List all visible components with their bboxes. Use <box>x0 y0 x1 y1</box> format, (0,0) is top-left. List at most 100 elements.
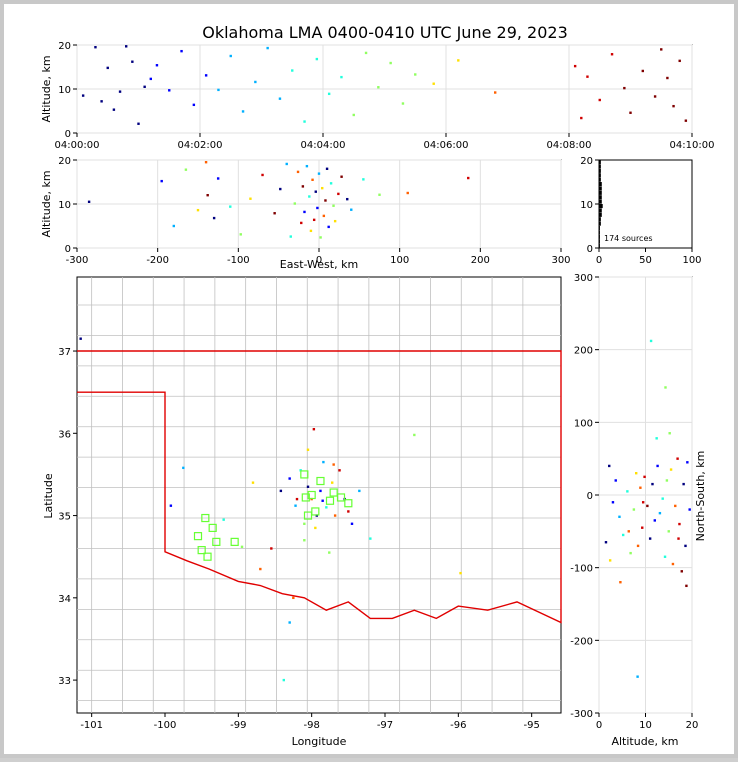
alt-ew-point <box>239 233 242 236</box>
lma-stations <box>193 470 353 561</box>
plan-view-point <box>319 489 322 493</box>
alt-time-point <box>598 98 601 102</box>
alt-ew-points <box>87 161 470 239</box>
plan-view-frame <box>76 276 562 714</box>
station-marker <box>311 507 320 516</box>
alt-hist-bar <box>599 234 600 239</box>
plan-view-point <box>315 514 318 517</box>
alt-ew-point <box>316 206 319 210</box>
alt-time-point <box>327 92 331 96</box>
ns-alt-ytick-label: -100 <box>570 564 593 575</box>
plan-view-point <box>303 522 306 525</box>
plan-view-point <box>322 460 325 464</box>
plan-view-point <box>312 427 316 431</box>
alt-ew-point <box>406 191 409 195</box>
ns-alt-point <box>608 464 611 468</box>
alt-time-xtick-label: 04:06:00 <box>424 140 469 151</box>
alt-time-point <box>610 53 614 56</box>
station-marker <box>307 490 316 500</box>
plan-view-point <box>314 526 317 530</box>
alt-time-point <box>118 90 122 93</box>
ns-alt-xtick-label: 20 <box>686 720 699 731</box>
station-marker <box>212 537 221 546</box>
alt-time-point <box>106 66 109 70</box>
alt-hist-bar <box>599 226 600 231</box>
plan-view-point <box>182 466 185 470</box>
ns-alt-point <box>604 541 608 544</box>
alt-time-point <box>684 119 688 122</box>
plan-view-point <box>259 567 262 571</box>
alt-hist-bars <box>599 160 603 248</box>
plan-view-point <box>169 504 173 507</box>
plan-view-point <box>338 469 341 472</box>
alt-ew-point <box>322 214 326 218</box>
alt-time-point <box>352 113 355 117</box>
plan-view-ytick-label: 36 <box>58 429 71 440</box>
plan-view-xtick-label: -96 <box>450 720 466 731</box>
alt-ew-point <box>212 216 216 220</box>
plan-view-point <box>413 433 416 437</box>
ns-alt-point <box>669 468 673 471</box>
alt-ew-point <box>305 164 309 168</box>
plan-view-point <box>328 551 331 554</box>
alt-hist-ytick-label: 20 <box>580 156 593 167</box>
alt-time-ytick-label: 20 <box>58 41 71 52</box>
plan-view-point <box>306 448 310 451</box>
alt-time-point <box>303 120 306 123</box>
ns-alt-ylabel: North-South, km <box>694 451 707 542</box>
alt-hist-bar <box>599 204 603 209</box>
ns-alt-point <box>653 519 656 522</box>
alt-hist-bar <box>599 160 601 165</box>
alt-time-grid <box>76 44 693 134</box>
plan-view-point <box>459 571 462 575</box>
plan-view-point <box>310 497 313 501</box>
alt-time-point <box>666 76 669 80</box>
alt-time-xtick-label: 04:08:00 <box>547 140 592 151</box>
plan-view-point <box>288 621 291 624</box>
alt-hist-bar <box>599 221 601 226</box>
ns-alt-xtick-label: 10 <box>639 720 652 731</box>
alt-hist-bar <box>599 177 601 182</box>
plan-view-ytick-label: 35 <box>58 512 71 523</box>
ns-alt-point <box>680 570 683 573</box>
alt-time-point <box>143 85 146 88</box>
plan-view-panel: -101 -100 -99 -98 -97 -96 -95 33 34 35 36 37 Latitu… <box>42 276 562 748</box>
alt-ew-point <box>311 178 314 181</box>
ns-alt-point <box>676 457 679 460</box>
alt-time-point <box>112 108 116 111</box>
plan-view-point <box>282 678 285 682</box>
alt-ew-point <box>337 192 340 196</box>
ns-alt-point <box>641 526 644 529</box>
alt-time-point <box>623 86 626 90</box>
alt-ew-point <box>216 177 220 180</box>
alt-hist-bar <box>599 168 601 173</box>
plan-view-xtick-label: -100 <box>154 720 177 731</box>
alt-time-panel: 04:00:00 04:02:00 04:04:00 04:06:00 04:08:00… <box>40 41 714 151</box>
station-marker <box>325 496 335 505</box>
alt-hist-bar <box>599 208 602 213</box>
alt-ew-axes: -300 -200 -100 0 100 200 300 0 10 20 <box>58 156 570 266</box>
alt-time-point <box>629 111 632 114</box>
plan-view-point <box>295 497 299 501</box>
alt-ew-point <box>325 167 329 170</box>
alt-time-point <box>364 51 368 55</box>
plan-view-xlabel: Longitude <box>292 735 347 748</box>
ns-alt-point <box>661 497 664 500</box>
ns-alt-xlabel: Altitude, km <box>611 735 678 748</box>
alt-ew-point <box>319 236 322 239</box>
alt-time-point <box>155 64 159 67</box>
ns-alt-ytick-label: 100 <box>574 418 593 429</box>
plan-view-xtick-label: -97 <box>377 720 393 731</box>
plan-view-point <box>331 481 334 484</box>
plan-view-ytick-label: 33 <box>58 676 71 687</box>
plan-view-xtick-label: -101 <box>80 720 103 731</box>
alt-ew-point <box>340 175 343 178</box>
alt-hist-panel: 0 50 100 0 10 20 174 sources <box>580 156 701 266</box>
ns-alt-point <box>646 504 649 508</box>
alt-hist-xtick-label: 0 <box>596 255 602 266</box>
alt-hist-bar <box>599 190 602 195</box>
alt-time-ytick-label: 10 <box>58 85 71 96</box>
alt-time-xtick-label: 04:10:00 <box>670 140 715 151</box>
station-marker <box>301 493 310 502</box>
ns-alt-point <box>685 584 688 588</box>
